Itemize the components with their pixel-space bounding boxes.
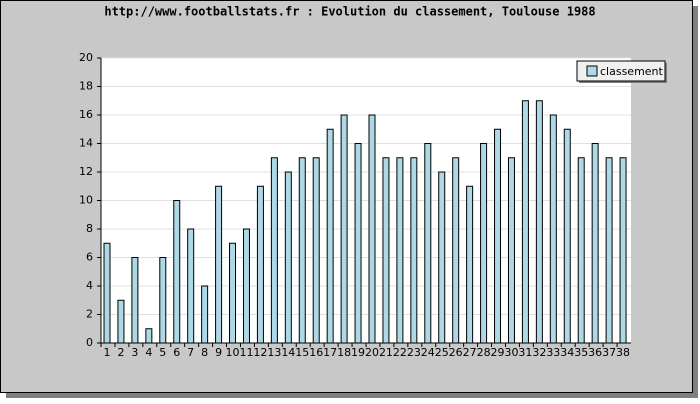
x-tick-label: 6 [173, 346, 180, 359]
x-tick-label: 2 [117, 346, 124, 359]
y-tick-label: 12 [79, 165, 93, 178]
x-tick-label: 15 [295, 346, 309, 359]
bar [312, 157, 320, 344]
bar [410, 157, 418, 344]
bar [438, 171, 446, 344]
bar [480, 143, 488, 344]
bar [368, 114, 376, 344]
bar [507, 157, 515, 344]
y-tick-label: 10 [79, 194, 93, 207]
x-tick-label: 13 [267, 346, 281, 359]
bar [284, 171, 292, 344]
bar [466, 185, 474, 344]
y-tick-label: 16 [79, 108, 93, 121]
x-tick-label: 20 [365, 346, 379, 359]
y-tick-label: 4 [86, 279, 93, 292]
x-tick-label: 28 [477, 346, 491, 359]
x-tick-label: 14 [281, 346, 295, 359]
x-tick-label: 26 [449, 346, 463, 359]
bar [242, 228, 250, 344]
y-tick-label: 18 [79, 80, 93, 93]
legend-swatch [586, 65, 598, 77]
bar [452, 157, 460, 344]
bar [103, 242, 111, 344]
y-tick-label: 20 [79, 51, 93, 64]
bar [605, 157, 613, 344]
bar [494, 128, 502, 344]
y-tick-label: 6 [86, 251, 93, 264]
x-tick-label: 7 [187, 346, 194, 359]
x-tick-label: 38 [616, 346, 630, 359]
bar [173, 200, 181, 344]
bar [187, 228, 195, 344]
x-tick-label: 17 [323, 346, 337, 359]
bar [298, 157, 306, 344]
x-tick-label: 21 [379, 346, 393, 359]
x-tick-label: 23 [407, 346, 421, 359]
y-tick-label: 0 [86, 336, 93, 349]
legend-box [576, 60, 666, 82]
x-tick-label: 1 [104, 346, 111, 359]
bar [201, 285, 209, 344]
x-tick-label: 8 [201, 346, 208, 359]
bar [549, 114, 557, 344]
x-tick-label: 31 [518, 346, 532, 359]
x-tick-label: 34 [560, 346, 574, 359]
bar [521, 100, 529, 344]
x-tick-label: 37 [602, 346, 616, 359]
x-tick-label: 27 [463, 346, 477, 359]
x-tick-label: 35 [574, 346, 588, 359]
bar [354, 143, 362, 344]
bar [215, 185, 223, 344]
bar [382, 157, 390, 344]
x-tick-label: 11 [239, 346, 253, 359]
bar [270, 157, 278, 344]
bar [591, 143, 599, 344]
x-tick-label: 10 [226, 346, 240, 359]
bar [131, 257, 139, 344]
x-tick-label: 24 [421, 346, 435, 359]
bar [326, 128, 334, 344]
x-tick-label: 16 [309, 346, 323, 359]
bar [145, 328, 153, 344]
x-tick-label: 33 [546, 346, 560, 359]
x-tick-label: 36 [588, 346, 602, 359]
x-tick-label: 4 [145, 346, 152, 359]
bar [340, 114, 348, 344]
bar [424, 143, 432, 344]
bar [577, 157, 585, 344]
x-tick-label: 30 [504, 346, 518, 359]
chart-title: http://www.footballstats.fr : Evolution … [104, 5, 595, 19]
x-tick-label: 9 [215, 346, 222, 359]
x-tick-label: 5 [159, 346, 166, 359]
x-tick-label: 22 [393, 346, 407, 359]
x-tick-label: 12 [253, 346, 267, 359]
y-tick-label: 8 [86, 222, 93, 235]
legend-label: classement [600, 65, 664, 78]
bar [535, 100, 543, 344]
x-tick-label: 19 [351, 346, 365, 359]
y-tick-label: 14 [79, 137, 93, 150]
bar [117, 299, 125, 344]
x-tick-label: 3 [131, 346, 138, 359]
x-tick-label: 32 [532, 346, 546, 359]
bar [256, 185, 264, 344]
x-tick-label: 29 [491, 346, 505, 359]
bar [396, 157, 404, 344]
bar [229, 242, 237, 344]
x-tick-label: 25 [435, 346, 449, 359]
x-tick-label: 18 [337, 346, 351, 359]
bar [159, 257, 167, 344]
y-tick-label: 2 [86, 308, 93, 321]
bar [619, 157, 627, 344]
bar [563, 128, 571, 344]
